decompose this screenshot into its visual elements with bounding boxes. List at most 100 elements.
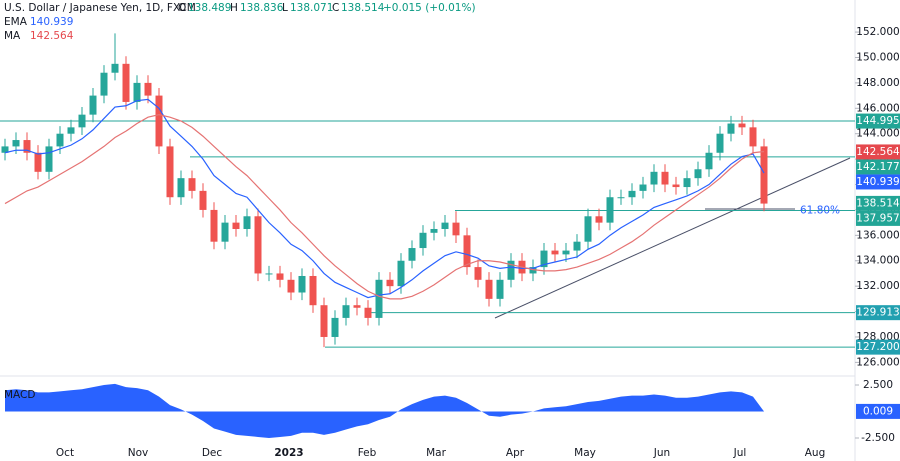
candle-body	[1, 146, 9, 153]
y-tick-label: 152.000	[856, 26, 899, 38]
candle-body	[111, 63, 119, 73]
candle-body	[221, 222, 229, 242]
y-tick-label: 148.000	[856, 77, 899, 89]
candle-body	[705, 152, 713, 170]
candle-body	[694, 169, 702, 179]
candle-body	[760, 146, 768, 204]
candle-body	[562, 250, 570, 255]
y-tick-label: 132.000	[856, 280, 899, 292]
low: 138.071	[290, 2, 333, 14]
candle-body	[298, 275, 306, 293]
candle-body	[133, 82, 141, 102]
candle-body	[749, 127, 757, 147]
candle-body	[320, 305, 328, 337]
o-label: O	[178, 2, 186, 14]
change: +0.015 (+0.01%)	[383, 2, 476, 14]
y-tick-label: 126.000	[856, 356, 899, 368]
candle-body	[430, 228, 438, 233]
x-tick-label: Apr	[506, 447, 525, 459]
h-label: H	[230, 2, 238, 14]
price-tag-label: 140.939	[856, 176, 899, 188]
candle-body	[177, 178, 185, 198]
candle-body	[254, 216, 262, 274]
candle-body	[34, 152, 42, 172]
price-tag	[856, 339, 900, 355]
indicator-line	[4, 98, 765, 299]
candle-body	[419, 232, 427, 249]
candle-body	[199, 190, 207, 210]
candle-body	[650, 171, 658, 185]
macd-tag	[856, 403, 900, 419]
candle-body	[89, 95, 97, 115]
indicator-line	[4, 114, 765, 300]
candle-body	[386, 279, 394, 287]
candle-body	[353, 305, 361, 308]
trendline	[494, 157, 851, 319]
x-tick-label: Jun	[653, 447, 670, 459]
price-tag-label: 138.514	[856, 197, 900, 209]
macd-area	[5, 383, 764, 439]
candle-body	[727, 123, 735, 134]
y-tick-label: 134.000	[856, 255, 899, 267]
candle-body	[474, 267, 482, 280]
c-label: C	[332, 2, 339, 14]
candle-body	[342, 305, 350, 318]
candle-body	[144, 82, 152, 96]
candle-body	[23, 140, 31, 153]
candle-body	[529, 267, 537, 274]
x-tick-label: Mar	[426, 447, 446, 459]
candle-body	[485, 279, 493, 299]
candle-body	[628, 190, 636, 198]
candle-body	[551, 250, 559, 255]
y-tick-label: 146.000	[856, 102, 899, 114]
price-tag	[856, 144, 900, 160]
x-tick-label: Oct	[56, 447, 74, 459]
price-tag-label: 142.177	[856, 161, 899, 173]
candle-body	[67, 127, 75, 134]
candle-body	[496, 279, 504, 299]
macd-tag-label: 0.009	[863, 405, 893, 417]
price-tag	[856, 113, 900, 129]
price-tag	[856, 195, 900, 211]
candle-body	[166, 146, 174, 198]
candle-body	[507, 260, 515, 280]
price-tag	[856, 305, 900, 321]
x-tick-label: Feb	[358, 447, 377, 459]
y-tick-label: 150.000	[856, 51, 899, 63]
ema-value: 140.939	[30, 16, 73, 28]
x-tick-label: 2023	[274, 447, 303, 459]
candle-body	[232, 222, 240, 229]
symbol: U.S. Dollar / Japanese Yen, 1D, FXCM	[4, 2, 196, 14]
candle-body	[155, 95, 163, 147]
candle-body	[540, 250, 548, 268]
candle-body	[276, 273, 284, 280]
open: 138.489	[188, 2, 231, 14]
candle-body	[56, 133, 64, 147]
candle-body	[595, 216, 603, 223]
price-tag-label: 129.913	[856, 307, 899, 319]
price-tag-label: 142.564	[856, 146, 900, 158]
x-tick-label: Jul	[733, 447, 747, 459]
candle-body	[122, 63, 130, 102]
candle-body	[78, 114, 86, 128]
price-tag-label: 144.995	[856, 115, 899, 127]
y-tick-label: -2.500	[861, 432, 895, 444]
fib-label: 61.80%	[800, 204, 840, 216]
candle-body	[287, 279, 295, 293]
price-tag-label: 137.957	[856, 212, 899, 224]
x-tick-label: May	[574, 447, 596, 459]
candle-body	[364, 307, 372, 318]
high: 138.836	[240, 2, 284, 14]
candle-body	[441, 222, 449, 229]
l-label: L	[282, 2, 288, 14]
candle-body	[639, 184, 647, 191]
y-tick-label: 2.500	[863, 379, 893, 391]
candle-body	[309, 275, 317, 306]
candle-body	[243, 216, 251, 229]
x-tick-label: Dec	[202, 447, 223, 459]
candle-body	[210, 209, 218, 242]
candle-body	[573, 241, 581, 251]
candle-body	[617, 197, 625, 199]
close: 138.514	[341, 2, 385, 14]
candle-body	[12, 140, 20, 147]
